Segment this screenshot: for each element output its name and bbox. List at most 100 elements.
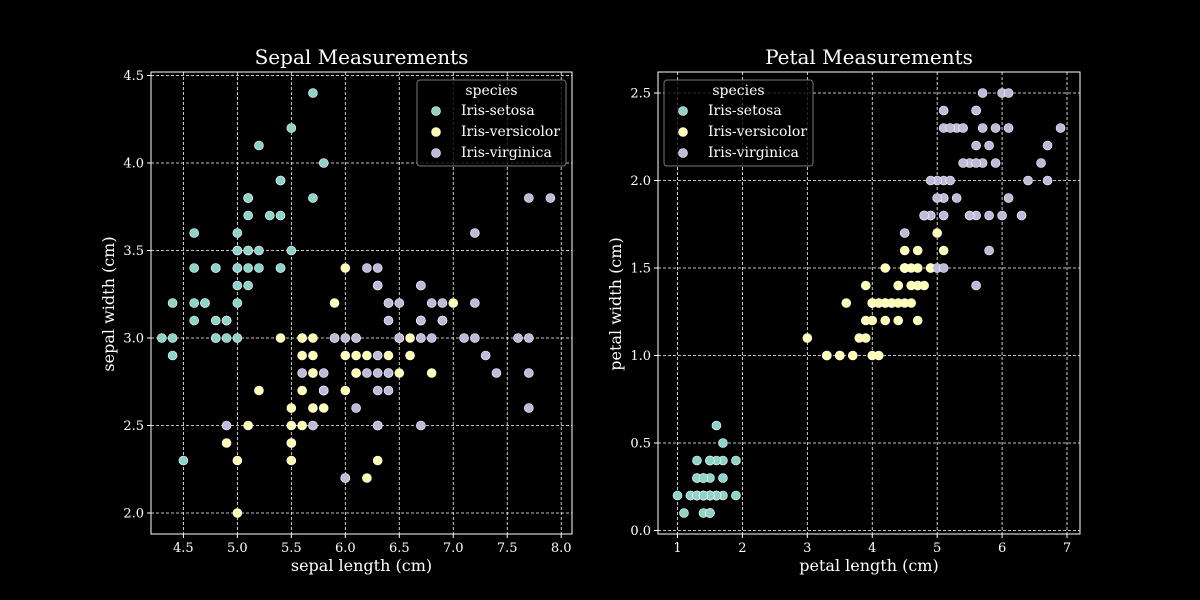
sepal-point-iris-setosa (167, 333, 178, 343)
sepal-point-iris-virginica (394, 333, 405, 343)
sepal-point-iris-virginica (297, 368, 307, 378)
sepal-point-iris-virginica (383, 298, 394, 308)
sepal-point-iris-virginica (318, 368, 329, 378)
petal-x-tick-label: 3 (803, 541, 811, 556)
petal-y-tick-label: 0.5 (630, 437, 651, 452)
sepal-point-iris-setosa (189, 298, 199, 308)
petal-point-iris-versicolor (893, 315, 904, 326)
petal-point-iris-setosa (698, 473, 709, 483)
petal-point-iris-versicolor (867, 315, 878, 326)
sepal-point-iris-versicolor (221, 438, 232, 448)
sepal-point-iris-setosa (232, 263, 243, 273)
sepal-point-iris-virginica (480, 350, 491, 361)
petal-point-iris-versicolor (912, 263, 923, 273)
sepal-point-iris-setosa (221, 333, 232, 343)
sepal-point-iris-setosa (189, 315, 199, 326)
petal-y-axis-label: petal width (cm) (606, 237, 625, 370)
sepal-point-iris-virginica (470, 298, 480, 308)
sepal-point-iris-virginica (329, 333, 340, 343)
petal-point-iris-versicolor (873, 298, 884, 308)
petal-point-iris-setosa (705, 508, 715, 518)
petal-legend-marker (678, 127, 688, 137)
sepal-point-iris-versicolor (297, 350, 307, 361)
petal-legend-title: species (712, 83, 764, 99)
sepal-point-iris-setosa (308, 193, 318, 203)
petal-point-iris-virginica (1036, 158, 1046, 168)
petal-point-iris-setosa (692, 455, 702, 466)
sepal-legend: species Iris-setosa Iris-versicolor Iris-vi… (416, 79, 567, 167)
sepal-point-iris-setosa (156, 333, 167, 343)
petal-point-iris-versicolor (938, 245, 949, 256)
petal-point-iris-setosa (731, 490, 741, 501)
sepal-point-iris-versicolor (308, 350, 318, 361)
petal-point-iris-virginica (977, 88, 988, 98)
petal-point-iris-virginica (1055, 123, 1066, 133)
sepal-point-iris-versicolor (329, 298, 340, 308)
sepal-point-iris-setosa (189, 263, 199, 273)
petal-point-iris-virginica (945, 175, 955, 186)
sepal-point-iris-setosa (243, 210, 253, 221)
sepal-point-iris-versicolor (362, 350, 372, 361)
sepal-point-iris-setosa (318, 158, 329, 168)
sepal-point-iris-versicolor (426, 368, 437, 378)
sepal-point-iris-versicolor (405, 350, 415, 361)
petal-point-iris-virginica (938, 263, 949, 273)
petal-point-iris-versicolor (821, 350, 832, 361)
petal-point-iris-versicolor (932, 228, 942, 238)
sepal-point-iris-virginica (372, 420, 383, 431)
petal-point-iris-setosa (718, 438, 728, 448)
petal-x-axis-label: petal length (cm) (799, 556, 938, 575)
sepal-point-iris-setosa (221, 315, 232, 326)
sepal-point-iris-virginica (524, 333, 534, 343)
petal-point-iris-virginica (990, 123, 1001, 133)
sepal-point-iris-setosa (275, 210, 286, 221)
sepal-x-tick-label: 8.0 (551, 541, 572, 556)
petal-point-iris-virginica (971, 280, 981, 291)
petal-legend-label: Iris-versicolor (708, 124, 807, 140)
sepal-point-iris-setosa (308, 88, 318, 98)
sepal-point-iris-virginica (437, 298, 448, 308)
petal-point-iris-versicolor (841, 298, 852, 308)
sepal-point-iris-virginica (470, 228, 480, 238)
sepal-point-iris-setosa (210, 333, 221, 343)
sepal-legend-marker (431, 148, 441, 158)
petal-point-iris-virginica (990, 158, 1001, 168)
sepal-point-iris-versicolor (318, 403, 329, 413)
petal-x-tick-label: 4 (868, 541, 876, 556)
petal-point-iris-versicolor (860, 280, 871, 291)
petal-legend-marker (678, 106, 688, 116)
sepal-x-tick-label: 7.5 (497, 541, 518, 556)
petal-point-iris-virginica (977, 123, 988, 133)
sepal-y-tick-label: 4.0 (123, 157, 144, 172)
petal-point-iris-virginica (1016, 210, 1027, 221)
sepal-point-iris-setosa (254, 263, 264, 273)
petal-point-iris-virginica (958, 123, 968, 133)
petal-point-iris-versicolor (847, 350, 858, 361)
sepal-point-iris-setosa (200, 298, 210, 308)
sepal-point-iris-virginica (362, 263, 372, 273)
sepal-y-tick-label: 3.0 (123, 332, 144, 347)
sepal-x-tick-label: 4.5 (173, 541, 194, 556)
sepal-point-iris-versicolor (394, 368, 405, 378)
petal-chart-title: Petal Measurements (765, 45, 973, 69)
sepal-point-iris-virginica (524, 193, 534, 203)
sepal-point-iris-virginica (372, 280, 383, 291)
petal-y-tick-label: 1.0 (630, 349, 651, 364)
sepal-legend-label: Iris-versicolor (461, 124, 560, 140)
petal-point-iris-versicolor (899, 245, 910, 256)
petal-point-iris-virginica (997, 210, 1007, 221)
sepal-point-iris-virginica (426, 333, 437, 343)
petal-point-iris-setosa (672, 490, 683, 501)
sepal-point-iris-setosa (243, 280, 253, 291)
petal-point-iris-versicolor (912, 245, 923, 256)
sepal-point-iris-versicolor (286, 438, 297, 448)
sepal-point-iris-virginica (372, 263, 383, 273)
sepal-y-tick-label: 2.0 (123, 507, 144, 522)
petal-point-iris-versicolor (906, 298, 917, 308)
sepal-legend-marker (431, 127, 441, 137)
sepal-point-iris-versicolor (383, 350, 394, 361)
sepal-point-iris-virginica (491, 368, 502, 378)
petal-point-iris-setosa (705, 455, 715, 466)
sepal-point-iris-versicolor (254, 385, 264, 396)
